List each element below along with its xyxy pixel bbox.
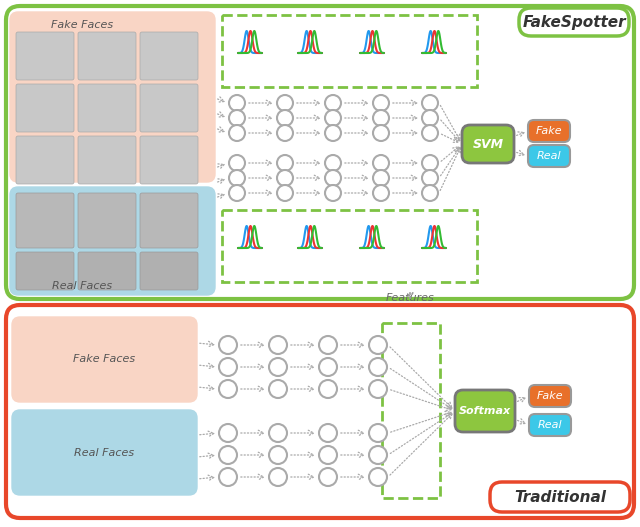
FancyBboxPatch shape: [490, 482, 630, 512]
Circle shape: [325, 155, 341, 171]
Text: Real Faces: Real Faces: [52, 281, 112, 291]
Text: Features: Features: [386, 293, 435, 303]
FancyBboxPatch shape: [10, 12, 215, 182]
FancyBboxPatch shape: [528, 120, 570, 142]
FancyBboxPatch shape: [528, 145, 570, 167]
Circle shape: [219, 424, 237, 442]
Text: Fake Faces: Fake Faces: [74, 355, 136, 365]
Circle shape: [325, 185, 341, 201]
Text: Real Faces: Real Faces: [74, 447, 134, 457]
FancyBboxPatch shape: [16, 32, 74, 80]
Circle shape: [269, 358, 287, 376]
Text: SVM: SVM: [472, 138, 504, 151]
Circle shape: [422, 95, 438, 111]
Circle shape: [229, 125, 245, 141]
Circle shape: [319, 336, 337, 354]
Circle shape: [422, 110, 438, 126]
FancyBboxPatch shape: [529, 414, 571, 436]
Circle shape: [319, 358, 337, 376]
FancyBboxPatch shape: [12, 317, 197, 402]
Text: Traditional: Traditional: [514, 490, 606, 504]
Circle shape: [269, 446, 287, 464]
Circle shape: [369, 336, 387, 354]
Text: Fake Faces: Fake Faces: [51, 20, 113, 30]
FancyBboxPatch shape: [12, 410, 197, 495]
Text: Fake: Fake: [537, 391, 563, 401]
FancyBboxPatch shape: [78, 32, 136, 80]
Circle shape: [229, 185, 245, 201]
FancyBboxPatch shape: [10, 187, 215, 295]
Circle shape: [277, 185, 293, 201]
FancyBboxPatch shape: [140, 252, 198, 290]
Circle shape: [277, 95, 293, 111]
Text: Softmax: Softmax: [459, 406, 511, 416]
Circle shape: [269, 336, 287, 354]
Text: Fake: Fake: [536, 126, 563, 136]
FancyBboxPatch shape: [140, 136, 198, 184]
Circle shape: [229, 155, 245, 171]
Circle shape: [325, 95, 341, 111]
FancyBboxPatch shape: [140, 32, 198, 80]
Circle shape: [229, 110, 245, 126]
Circle shape: [269, 380, 287, 398]
Circle shape: [422, 185, 438, 201]
FancyBboxPatch shape: [16, 252, 74, 290]
Circle shape: [373, 170, 389, 186]
FancyBboxPatch shape: [140, 193, 198, 248]
FancyBboxPatch shape: [78, 193, 136, 248]
FancyBboxPatch shape: [455, 390, 515, 432]
FancyBboxPatch shape: [78, 84, 136, 132]
Circle shape: [277, 125, 293, 141]
Circle shape: [319, 468, 337, 486]
Circle shape: [325, 170, 341, 186]
Circle shape: [325, 125, 341, 141]
Circle shape: [373, 125, 389, 141]
FancyBboxPatch shape: [16, 193, 74, 248]
Circle shape: [369, 468, 387, 486]
Text: Real: Real: [538, 420, 563, 430]
Circle shape: [373, 155, 389, 171]
FancyBboxPatch shape: [16, 136, 74, 184]
Circle shape: [373, 95, 389, 111]
Circle shape: [319, 446, 337, 464]
FancyBboxPatch shape: [78, 252, 136, 290]
FancyBboxPatch shape: [462, 125, 514, 163]
FancyBboxPatch shape: [6, 6, 634, 299]
Circle shape: [219, 446, 237, 464]
Circle shape: [229, 170, 245, 186]
Circle shape: [219, 358, 237, 376]
Circle shape: [219, 468, 237, 486]
FancyBboxPatch shape: [529, 385, 571, 407]
FancyBboxPatch shape: [16, 84, 74, 132]
Circle shape: [422, 125, 438, 141]
Circle shape: [422, 170, 438, 186]
Circle shape: [373, 185, 389, 201]
Circle shape: [269, 424, 287, 442]
Circle shape: [369, 380, 387, 398]
Circle shape: [422, 155, 438, 171]
Circle shape: [229, 95, 245, 111]
Text: Real: Real: [537, 151, 561, 161]
FancyBboxPatch shape: [519, 8, 629, 36]
Circle shape: [277, 155, 293, 171]
FancyBboxPatch shape: [6, 305, 634, 518]
Circle shape: [369, 358, 387, 376]
Circle shape: [319, 380, 337, 398]
Circle shape: [373, 110, 389, 126]
Circle shape: [277, 110, 293, 126]
Circle shape: [325, 110, 341, 126]
FancyBboxPatch shape: [140, 84, 198, 132]
FancyBboxPatch shape: [78, 136, 136, 184]
Circle shape: [269, 468, 287, 486]
Circle shape: [369, 446, 387, 464]
Circle shape: [369, 424, 387, 442]
Circle shape: [219, 336, 237, 354]
Circle shape: [319, 424, 337, 442]
Circle shape: [277, 170, 293, 186]
Text: FakeSpotter: FakeSpotter: [522, 15, 626, 30]
Circle shape: [219, 380, 237, 398]
